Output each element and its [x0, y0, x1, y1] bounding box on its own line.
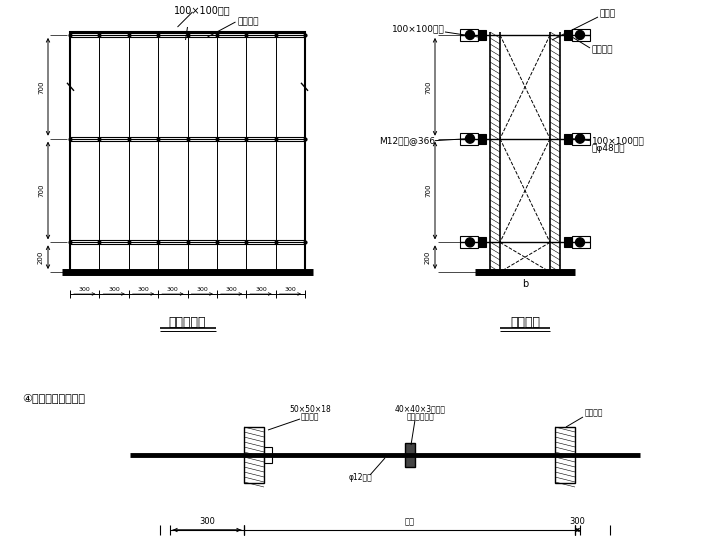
Circle shape — [575, 134, 584, 143]
Text: 拉紧扣件: 拉紧扣件 — [592, 45, 613, 54]
Text: b: b — [522, 279, 528, 289]
Text: 300: 300 — [284, 287, 296, 292]
Text: 300: 300 — [226, 287, 238, 292]
Circle shape — [465, 238, 474, 247]
Bar — [478, 237, 486, 248]
Text: 700: 700 — [425, 184, 431, 197]
Bar — [572, 236, 590, 249]
Text: 300: 300 — [570, 517, 585, 526]
Bar — [70, 32, 305, 272]
Bar — [460, 133, 478, 144]
Bar — [564, 134, 572, 144]
Text: ④止水螺栓示意图：: ④止水螺栓示意图： — [22, 393, 85, 403]
Text: 木板垫片: 木板垫片 — [301, 413, 319, 422]
Text: 700: 700 — [425, 80, 431, 94]
Text: （双面满焊）: （双面满焊） — [406, 413, 434, 422]
Text: 300: 300 — [196, 287, 208, 292]
Bar — [460, 29, 478, 41]
Text: 300: 300 — [137, 287, 149, 292]
Circle shape — [465, 30, 474, 39]
Bar — [564, 30, 572, 40]
Text: 200: 200 — [38, 250, 44, 264]
Text: M12螺栓@366: M12螺栓@366 — [379, 136, 435, 145]
Text: 40×40×3止水片: 40×40×3止水片 — [395, 404, 446, 413]
Text: 300: 300 — [199, 517, 215, 526]
Text: 700: 700 — [38, 184, 44, 197]
Text: φ12螺栓: φ12螺栓 — [348, 473, 372, 482]
Text: 100×100木枋: 100×100木枋 — [392, 25, 445, 34]
Bar — [478, 134, 486, 144]
Text: 300: 300 — [79, 287, 90, 292]
Text: 100×100木枋: 100×100木枋 — [592, 136, 645, 145]
Text: 300: 300 — [108, 287, 120, 292]
Bar — [244, 427, 264, 483]
Circle shape — [575, 30, 584, 39]
Text: 墙体模板: 墙体模板 — [585, 408, 603, 418]
Circle shape — [465, 134, 474, 143]
Text: 50×50×18: 50×50×18 — [289, 404, 331, 413]
Text: 及φ48钢管: 及φ48钢管 — [592, 144, 625, 153]
Bar — [405, 443, 415, 467]
Bar — [564, 237, 572, 248]
Bar — [572, 133, 590, 144]
Text: 300: 300 — [255, 287, 266, 292]
Text: 胶合板: 胶合板 — [600, 10, 616, 18]
Bar — [264, 447, 272, 463]
Bar — [478, 30, 486, 40]
Text: 300: 300 — [167, 287, 178, 292]
Text: 墙模立面图: 墙模立面图 — [168, 315, 207, 329]
Bar — [555, 427, 575, 483]
Bar — [460, 236, 478, 249]
Text: 拉紧扣件: 拉紧扣件 — [238, 17, 259, 26]
Text: 100×100木枋: 100×100木枋 — [174, 5, 231, 15]
Text: 壁厚: 壁厚 — [405, 517, 415, 526]
Text: 200: 200 — [425, 250, 431, 264]
Text: 墙剖面图: 墙剖面图 — [510, 315, 540, 329]
Text: 700: 700 — [38, 80, 44, 94]
Circle shape — [575, 238, 584, 247]
Bar — [572, 29, 590, 41]
